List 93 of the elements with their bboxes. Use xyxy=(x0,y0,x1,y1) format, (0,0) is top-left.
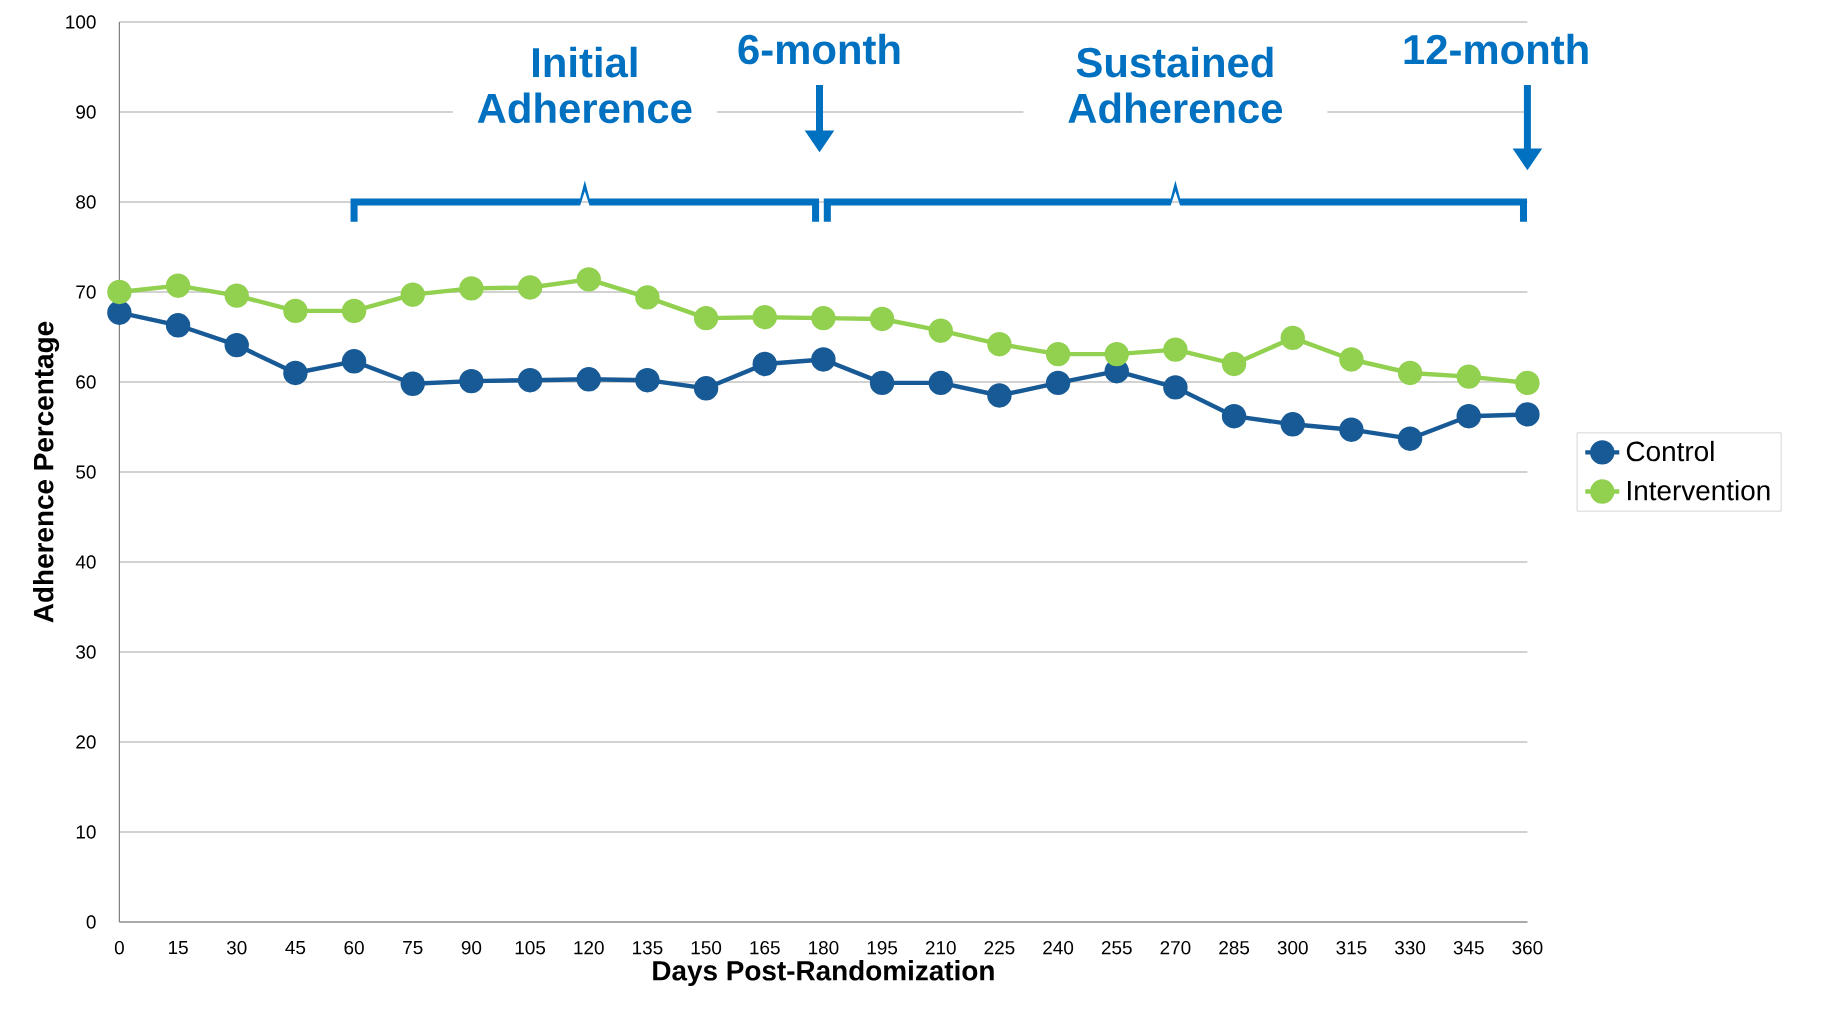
point xyxy=(869,370,895,396)
x-tick-label: 120 xyxy=(574,940,604,955)
x-tick-label: 300 xyxy=(1277,940,1308,955)
x-tick-label: 105 xyxy=(515,940,546,955)
x-tick-label: 360 xyxy=(1512,940,1543,955)
point xyxy=(107,300,132,325)
x-tick-label: 0 xyxy=(114,940,124,955)
point xyxy=(928,318,953,343)
point xyxy=(1339,347,1364,372)
y-tick-label: 30 xyxy=(76,645,96,659)
x-tick-label: 60 xyxy=(344,940,364,955)
x-tick-label: 330 xyxy=(1395,940,1426,955)
point xyxy=(752,305,777,330)
y-tick-label: 90 xyxy=(76,105,96,119)
point xyxy=(459,276,484,301)
y-tick-label: 20 xyxy=(76,735,96,749)
y-tick-label: 100 xyxy=(66,15,96,29)
point xyxy=(341,349,367,374)
point xyxy=(987,383,1012,408)
annotation: Initial Adherence xyxy=(477,46,692,124)
point xyxy=(1515,370,1540,396)
point xyxy=(1456,364,1481,389)
annotation: Sustained Adherence xyxy=(1068,46,1283,124)
x-axis-title: Days Post-Randomization xyxy=(653,960,994,987)
y-tick-label: 60 xyxy=(76,375,96,389)
x-tick-label: 30 xyxy=(226,940,247,955)
x-tick-label: 15 xyxy=(168,940,188,955)
point xyxy=(1280,412,1305,437)
x-tick-label: 270 xyxy=(1160,940,1191,955)
x-tick-label: 345 xyxy=(1453,940,1484,955)
point xyxy=(693,376,719,401)
y-tick-label: 50 xyxy=(76,465,96,479)
point xyxy=(1515,402,1540,427)
point xyxy=(1456,404,1481,429)
annotation: 6-month xyxy=(738,33,900,65)
point xyxy=(1163,337,1188,362)
x-tick-label: 225 xyxy=(984,940,1015,955)
point xyxy=(693,305,719,331)
point xyxy=(224,332,249,358)
x-tick-label: 285 xyxy=(1219,940,1250,955)
point xyxy=(752,351,777,377)
point xyxy=(576,367,601,392)
x-tick-label: 90 xyxy=(461,940,482,955)
point xyxy=(107,279,132,305)
x-tick-label: 75 xyxy=(403,940,423,955)
point xyxy=(987,332,1012,357)
x-tick-label: 180 xyxy=(809,940,839,955)
point xyxy=(811,347,836,372)
point xyxy=(1104,341,1129,367)
point xyxy=(165,313,191,338)
point xyxy=(576,267,601,292)
x-tick-label: 150 xyxy=(691,940,722,955)
point xyxy=(1397,360,1423,386)
x-tick-label: 165 xyxy=(750,940,780,955)
x-tick-label: 240 xyxy=(1043,940,1074,955)
point xyxy=(400,371,425,396)
x-tick-label: 315 xyxy=(1336,940,1367,955)
y-tick-label: 0 xyxy=(86,915,96,929)
point xyxy=(283,298,308,324)
annotation: 12-month xyxy=(1404,33,1588,65)
legend-label: Control xyxy=(1626,440,1714,462)
point xyxy=(165,273,191,298)
legend-label: Intervention xyxy=(1628,479,1770,501)
point xyxy=(1339,417,1364,442)
point xyxy=(635,368,660,393)
point xyxy=(1045,370,1071,396)
point xyxy=(1397,426,1423,451)
point xyxy=(224,283,249,308)
point xyxy=(928,370,953,396)
point xyxy=(1045,341,1071,367)
y-tick-label: 70 xyxy=(76,285,96,299)
point xyxy=(341,298,367,324)
point xyxy=(517,368,543,393)
point xyxy=(635,285,660,310)
y-tick-label: 80 xyxy=(76,195,96,209)
point xyxy=(1163,375,1188,400)
point xyxy=(1221,351,1247,377)
point xyxy=(517,275,543,300)
x-tick-label: 45 xyxy=(285,940,306,955)
point xyxy=(811,305,836,331)
x-tick-label: 255 xyxy=(1101,940,1132,955)
point xyxy=(283,360,308,386)
y-tick-label: 40 xyxy=(75,555,96,569)
point xyxy=(459,368,484,394)
point xyxy=(400,282,425,307)
x-tick-label: 135 xyxy=(633,940,663,955)
y-tick-label: 10 xyxy=(76,825,96,839)
point xyxy=(1280,325,1305,351)
x-tick-label: 195 xyxy=(867,940,898,955)
y-axis-title: Adherence Percentage xyxy=(33,321,60,623)
x-tick-label: 210 xyxy=(925,940,956,955)
point xyxy=(869,306,895,332)
point xyxy=(1221,404,1247,429)
